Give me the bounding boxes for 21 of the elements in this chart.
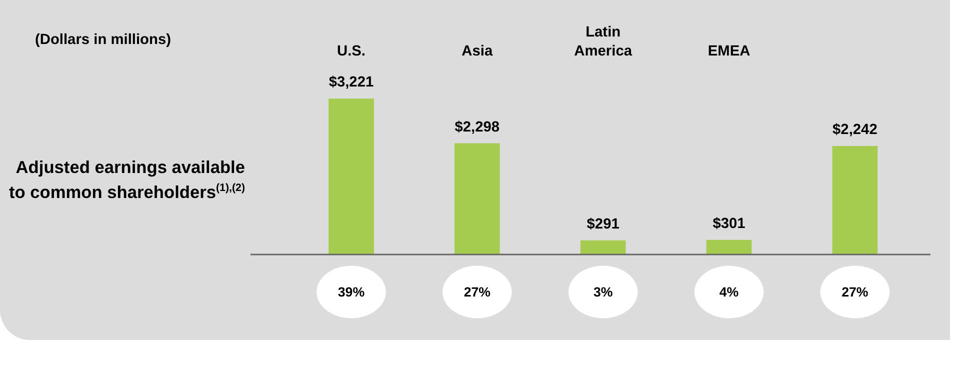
text: 3% bbox=[593, 284, 613, 300]
data-label: $301 bbox=[712, 216, 746, 232]
text: 27% bbox=[842, 284, 868, 300]
text: 39% bbox=[338, 284, 365, 300]
x-tick-label: Asia bbox=[462, 44, 494, 60]
bar bbox=[328, 98, 374, 254]
x-tick-label: Latin America bbox=[574, 24, 633, 60]
y-axis-title: Adjusted earnings available to common shareholders$^{(1),(2)}$ bbox=[8, 156, 245, 204]
text: 27% bbox=[464, 284, 491, 300]
data-label: $2,242 bbox=[832, 122, 878, 138]
data-label: $3,221 bbox=[328, 74, 374, 91]
bar bbox=[706, 240, 752, 254]
bar bbox=[454, 143, 500, 254]
x-tick-label: EMEA bbox=[708, 44, 751, 60]
bar bbox=[580, 240, 626, 254]
x-tick-label: U.S. bbox=[336, 44, 366, 60]
data-label: $291 bbox=[586, 216, 620, 232]
text: (Dollars in millions) bbox=[35, 31, 171, 50]
data-label: $2,298 bbox=[454, 119, 500, 136]
text: 4% bbox=[719, 284, 739, 300]
bar bbox=[832, 146, 878, 254]
